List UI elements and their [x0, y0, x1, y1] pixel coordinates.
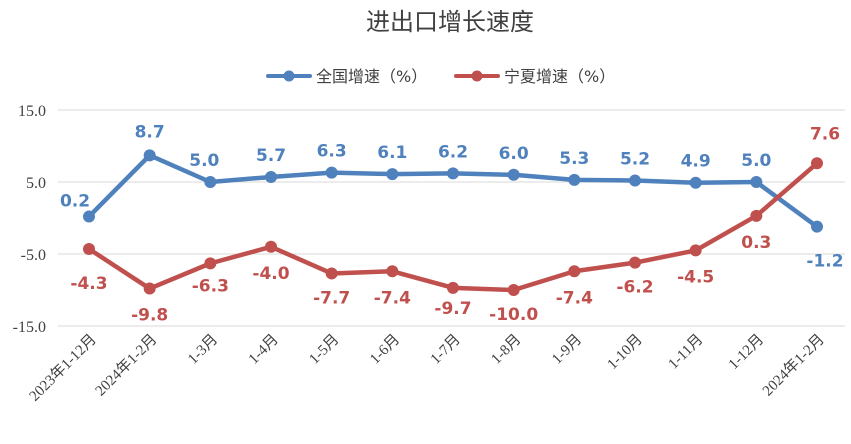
x-tick-label: 1-3月 [185, 332, 221, 368]
x-tick-label: 1-8月 [488, 332, 524, 368]
data-point [265, 170, 277, 183]
legend-entry: 全国增速（%） [316, 67, 427, 86]
x-tick-label: 1-6月 [367, 332, 403, 368]
data-label: 5.0 [741, 151, 771, 171]
data-label: -4.5 [677, 267, 714, 287]
data-label: -9.7 [434, 299, 471, 319]
data-label: 5.0 [189, 151, 219, 171]
series-national: 0.2 8.7 5.0 5.7 6.3 6.1 6.2 6.0 5.3 5.2 4.9 5.0 -1.2 [60, 122, 844, 271]
data-point [629, 256, 641, 269]
data-label: 6.3 [317, 142, 347, 162]
legend-entry: 宁夏增速（%） [504, 67, 615, 86]
data-point [325, 267, 338, 280]
data-point [811, 220, 823, 233]
data-label: -10.0 [489, 305, 538, 325]
data-point [386, 265, 399, 278]
data-label: -4.0 [252, 264, 289, 284]
x-tick-label: 1-7月 [428, 332, 464, 368]
data-label: 8.7 [135, 122, 165, 142]
data-point [689, 244, 702, 257]
data-point [750, 176, 763, 188]
data-label: 0.3 [741, 233, 771, 253]
data-label: -6.2 [616, 278, 653, 298]
data-label: 6.2 [438, 142, 468, 162]
legend-swatch-marker [283, 70, 295, 82]
data-label: -7.4 [374, 288, 411, 308]
x-tick-label: 2023年1-12月 [26, 331, 100, 405]
y-tick-label: -15.0 [13, 319, 46, 336]
data-point [143, 282, 156, 295]
data-point [83, 210, 95, 223]
y-tick-label: 5.0 [26, 175, 46, 192]
data-label: 5.3 [559, 149, 589, 169]
data-label: -7.4 [556, 288, 593, 308]
data-label: -7.7 [313, 288, 350, 308]
chart-title: 进出口增长速度 [366, 8, 534, 36]
data-label: -6.3 [192, 276, 229, 296]
data-point [507, 284, 520, 296]
data-point [629, 174, 641, 187]
data-label: 6.1 [377, 143, 407, 163]
data-label: 7.6 [810, 124, 840, 144]
x-tick-label: 2024年1-2月 [759, 331, 828, 400]
data-label: -9.8 [131, 306, 168, 326]
data-point [143, 149, 156, 162]
y-tick-label: -5.0 [21, 247, 46, 264]
data-label: 4.9 [681, 152, 711, 172]
x-tick-label: 1-10月 [604, 332, 645, 373]
data-point [265, 240, 277, 253]
data-point [325, 166, 338, 179]
x-tick-label: 1-5月 [306, 332, 342, 368]
x-tick-label: 1-4月 [246, 332, 282, 368]
data-point [447, 167, 459, 180]
data-label: 6.0 [499, 144, 529, 164]
data-point [204, 257, 217, 270]
data-label: 0.2 [60, 192, 90, 212]
x-tick-label: 2024年1-2月 [92, 331, 161, 400]
x-tick-label: 1-12月 [726, 332, 767, 373]
data-point [811, 157, 823, 170]
data-point [83, 242, 95, 255]
data-point [750, 209, 763, 222]
x-tick-label: 1-9月 [549, 332, 585, 368]
plot-area: 0.2 8.7 5.0 5.7 6.3 6.1 6.2 6.0 5.3 5.2 4.9 5.0 -1.2… [60, 122, 844, 325]
y-tick-label: 15.0 [18, 103, 46, 120]
data-label: 5.7 [256, 146, 286, 166]
series-ningxia: -4.3 -9.8 -6.3 -4.0 -7.7 -7.4 -9.7 -10.0 -7.4 -6.… [70, 124, 840, 325]
data-point [568, 265, 581, 278]
data-label: -1.2 [806, 252, 843, 272]
data-point [386, 168, 399, 181]
data-point [447, 281, 459, 294]
data-point [568, 173, 581, 186]
legend-swatch-marker [471, 70, 483, 82]
legend: 全国增速（%） 宁夏增速（%） [266, 67, 615, 86]
data-label: -4.3 [70, 274, 107, 294]
data-point [204, 176, 217, 188]
x-tick-label: 1-11月 [666, 332, 707, 373]
data-label: 5.2 [620, 150, 650, 170]
data-point [507, 168, 520, 181]
y-axis: 15.0 5.0 -5.0 -15.0 [13, 103, 46, 336]
data-point [689, 176, 702, 189]
